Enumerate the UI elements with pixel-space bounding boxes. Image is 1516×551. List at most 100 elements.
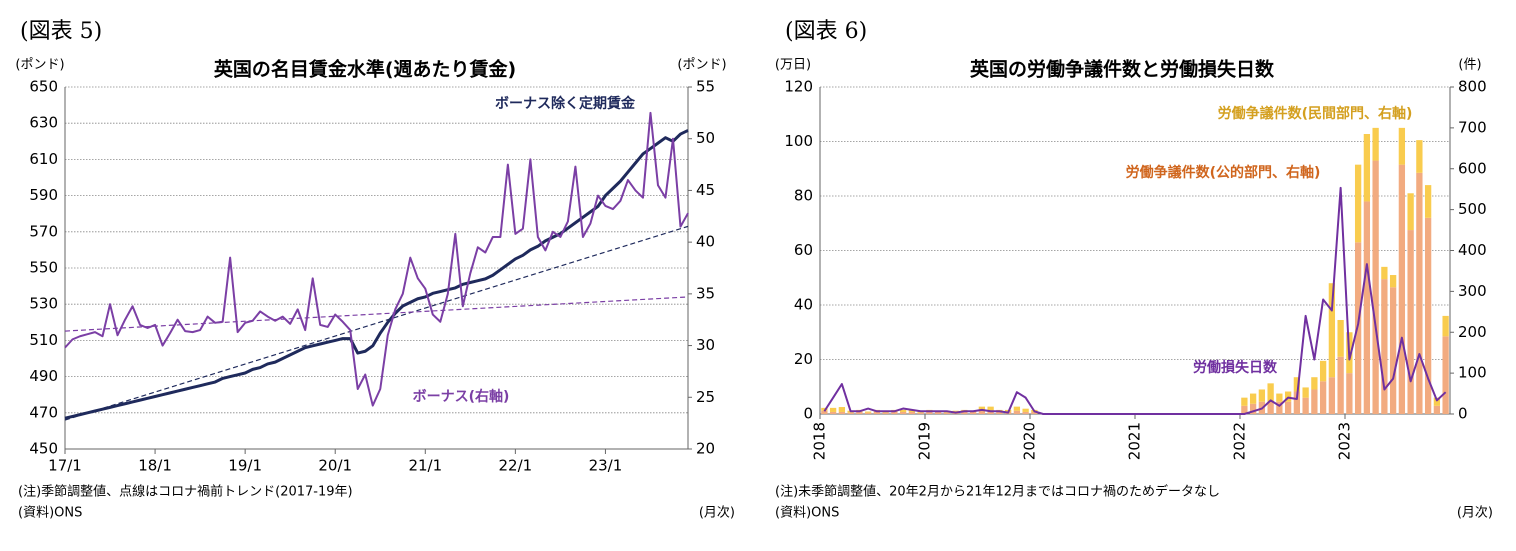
bar <box>1319 381 1327 414</box>
bar <box>1249 403 1257 414</box>
bar <box>873 411 881 414</box>
bar <box>856 411 863 414</box>
bar <box>1293 391 1301 414</box>
bar <box>908 411 916 414</box>
bar <box>1284 401 1292 414</box>
series-label: 労働争議件数(民間部門、右軸) <box>1218 105 1413 122</box>
bar <box>1013 406 1021 411</box>
y-tick-label: 550 <box>29 259 58 277</box>
y-tick-label: 590 <box>29 186 58 204</box>
series-label: 労働争議件数(公的部門、右軸) <box>1126 164 1321 181</box>
bar <box>1249 393 1257 404</box>
bar <box>1389 275 1397 288</box>
series-label: ボーナス(右軸) <box>413 388 510 405</box>
bar <box>838 407 846 412</box>
y2-tick-label: 30 <box>696 336 715 354</box>
y-tick-label: 630 <box>29 114 58 132</box>
bar <box>899 409 907 412</box>
bar <box>1241 397 1248 406</box>
x-axis-unit: (月次) <box>1457 505 1493 521</box>
line <box>64 111 689 407</box>
y-axis-unit: (ポンド) <box>15 58 64 73</box>
bar <box>987 406 994 411</box>
y-tick-label: 40 <box>794 296 813 314</box>
bar <box>1031 411 1038 414</box>
series-label: 労働損失日数 <box>1193 359 1278 376</box>
bar <box>978 410 986 414</box>
y-tick-label: 610 <box>29 150 58 168</box>
figure-label: (図表 5) <box>20 19 102 44</box>
bar <box>1302 397 1309 414</box>
trend-line <box>64 225 689 421</box>
y2-tick-label: 100 <box>1458 364 1487 382</box>
bar <box>1389 287 1397 414</box>
y-tick-label: 510 <box>29 331 58 349</box>
bar <box>961 411 968 414</box>
y-tick-label: 0 <box>803 405 813 423</box>
bar <box>1442 315 1449 337</box>
bar <box>1398 127 1406 165</box>
bar <box>847 412 854 414</box>
bar <box>1022 408 1029 412</box>
bar <box>952 410 959 412</box>
bar <box>917 412 924 414</box>
x-tick-label: 2019 <box>916 422 934 460</box>
bar <box>1407 230 1414 414</box>
note: (注)季節調整値、点線はコロナ禍前トレンド(2017-19年) <box>18 484 353 500</box>
bar <box>838 411 846 414</box>
bar <box>1433 405 1441 414</box>
bar <box>1267 383 1274 402</box>
y-tick-label: 20 <box>794 350 813 368</box>
y2-tick-label: 50 <box>696 129 715 147</box>
figure-label: (図表 6) <box>785 19 867 44</box>
bar <box>1328 283 1336 378</box>
y-tick-label: 120 <box>784 78 813 96</box>
y-tick-label: 570 <box>29 222 58 240</box>
y2-tick-label: 55 <box>696 78 715 96</box>
bar <box>1381 266 1388 280</box>
bar <box>1337 356 1344 414</box>
bar <box>1363 201 1371 414</box>
y2-tick-label: 45 <box>696 181 715 199</box>
bar <box>1381 279 1388 414</box>
bar <box>996 411 1003 414</box>
bar <box>1276 401 1283 414</box>
bar <box>1416 172 1423 414</box>
bar <box>1013 410 1021 414</box>
bar <box>1293 377 1301 392</box>
note: (資料)ONS <box>775 506 839 521</box>
x-tick-label: 2021 <box>1126 422 1144 460</box>
bar <box>1424 185 1432 218</box>
y2-tick-label: 700 <box>1458 118 1487 136</box>
bar <box>1433 397 1441 406</box>
y2-tick-label: 600 <box>1458 159 1487 177</box>
bar <box>1372 160 1379 414</box>
x-tick-label: 2022 <box>1231 422 1249 460</box>
x-tick-label: 2018 <box>811 422 829 460</box>
bar <box>1442 336 1449 414</box>
bar <box>1276 393 1283 402</box>
x-tick-label: 2023 <box>1336 422 1354 460</box>
bar <box>1346 373 1353 414</box>
y-tick-label: 650 <box>29 78 58 96</box>
note: (資料)ONS <box>18 506 82 521</box>
bar <box>1319 360 1327 382</box>
y-tick-label: 80 <box>794 187 813 205</box>
bar <box>1407 193 1414 231</box>
y-tick-label: 530 <box>29 295 58 313</box>
x-tick-label: 22/1 <box>499 457 533 475</box>
bar <box>821 407 828 411</box>
x-tick-label: 2020 <box>1021 422 1039 460</box>
x-tick-label: 20/1 <box>318 457 352 475</box>
y-axis-unit: (万日) <box>775 58 811 73</box>
y2-tick-label: 20 <box>696 440 715 458</box>
y2-tick-label: 200 <box>1458 323 1487 341</box>
y2-tick-label: 800 <box>1458 78 1487 96</box>
bar <box>926 411 933 414</box>
bar <box>1424 217 1432 414</box>
y-tick-label: 450 <box>29 440 58 458</box>
bar <box>1284 391 1292 402</box>
bar <box>1241 405 1248 414</box>
bar <box>899 411 907 414</box>
bar <box>821 410 828 414</box>
